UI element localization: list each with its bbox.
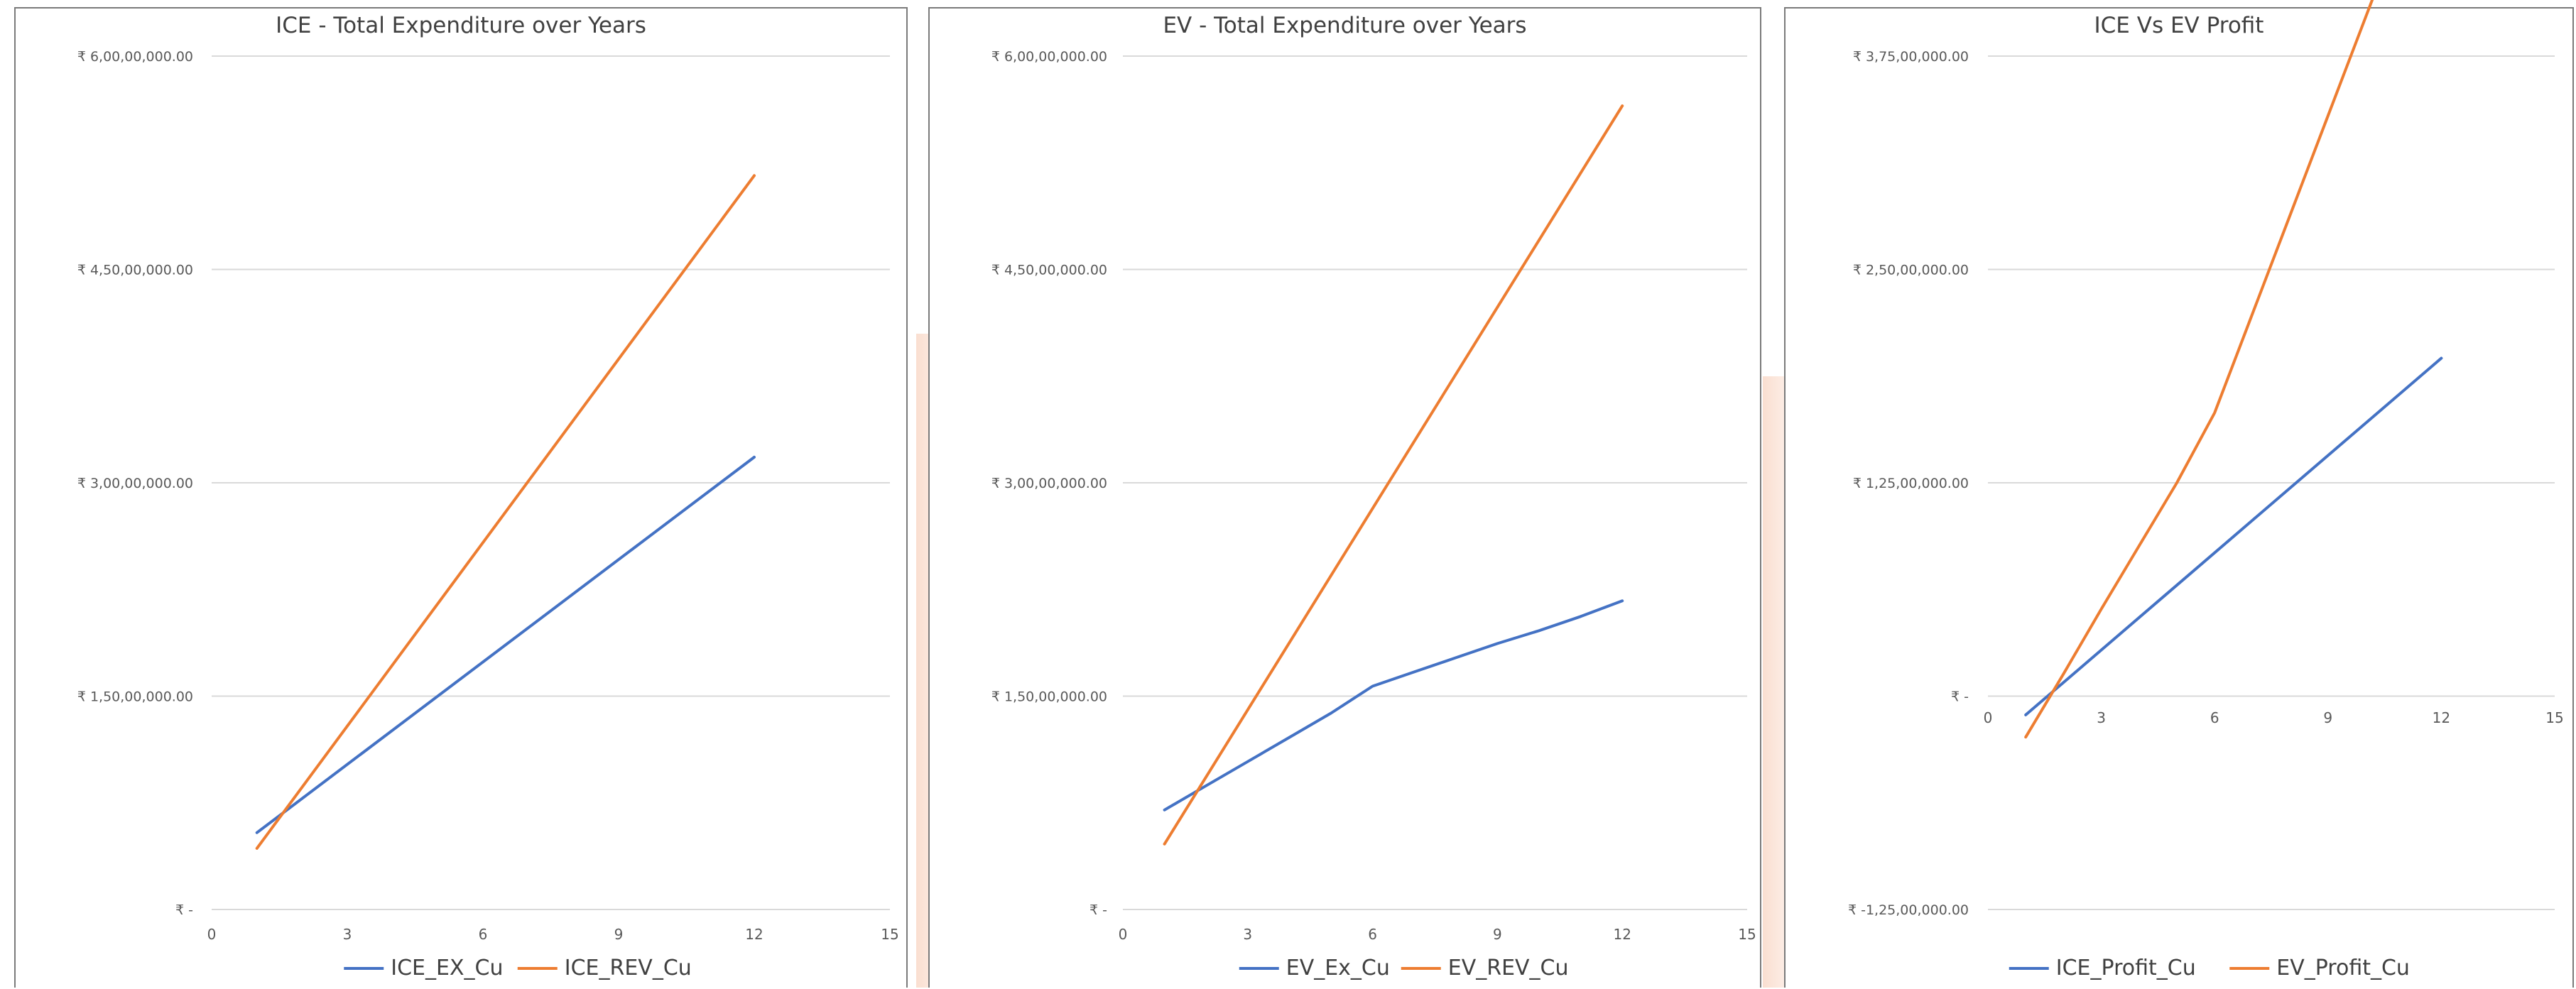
x-tick-label: 12 [1613,926,1631,943]
series-line-ev-rev-cu [1163,104,1624,846]
chart-title: ICE Vs EV Profit [2094,13,2264,38]
y-tick-label: ₹ 6,00,00,000.00 [77,49,193,65]
chart-plot-area: ₹ -1,25,00,000.00 ₹ - ₹ 1,25,00,000.00 ₹ 2,… [1848,0,2564,980]
x-tick-label: 9 [614,926,624,943]
legend: ICE_Profit_Cu EV_Profit_Cu [2009,956,2410,980]
y-tick-label: ₹ - [1089,902,1107,918]
x-tick-label: 0 [1119,926,1128,943]
series-line-ev-ex-cu [1163,599,1624,812]
legend-label: EV_Ex_Cu [1286,956,1390,980]
x-tick-label: 3 [2097,709,2106,726]
chart-title: EV - Total Expenditure over Years [1163,13,1527,38]
legend-label: ICE_Profit_Cu [2056,956,2196,980]
y-tick-label: ₹ 1,25,00,000.00 [1853,476,1969,491]
y-tick-label: ₹ 1,50,00,000.00 [991,689,1107,705]
legend: EV_Ex_Cu EV_REV_Cu [1239,956,1569,980]
legend: ICE_EX_Cu ICE_REV_Cu [344,956,692,980]
series-line-ev-profit-cu [2024,0,2374,739]
series-line-ice-profit-cu [2024,356,2443,716]
y-tick-label: ₹ 4,50,00,000.00 [991,263,1107,278]
x-tick-label: 3 [343,926,352,943]
x-tick-label: 0 [1984,709,1993,726]
chart-panel-ice-expenditure: ICE - Total Expenditure over Years ₹ - ₹ … [14,7,908,988]
x-tick-label: 15 [2545,709,2563,726]
chart-title: ICE - Total Expenditure over Years [276,13,646,38]
x-tick-label: 9 [2323,709,2332,726]
x-tick-label: 12 [2433,709,2450,726]
series-line-ice-rev-cu [255,174,756,850]
x-tick-label: 3 [1243,926,1252,943]
y-tick-label: ₹ 3,00,00,000.00 [77,476,193,491]
series-line-ice-ex-cu [255,455,756,834]
y-tick-label: ₹ 4,50,00,000.00 [77,263,193,278]
y-tick-label: ₹ 3,75,00,000.00 [1853,49,1969,65]
legend-label: ICE_EX_Cu [391,956,503,980]
y-tick-label: ₹ 2,50,00,000.00 [1853,263,1969,278]
y-tick-label: ₹ 1,50,00,000.00 [77,689,193,705]
y-tick-label: ₹ -1,25,00,000.00 [1848,902,1969,918]
y-tick-label: ₹ 3,00,00,000.00 [991,476,1107,491]
y-tick-label: ₹ 6,00,00,000.00 [991,49,1107,65]
legend-label: EV_Profit_Cu [2276,956,2410,980]
y-tick-label: ₹ - [175,902,193,918]
x-tick-label: 9 [1493,926,1502,943]
chart-panel-profit: ICE Vs EV Profit ₹ -1,25,00,000.00 ₹ - ₹ 1… [1784,0,2574,988]
chart-plot-area: ₹ - ₹ 1,50,00,000.00 ₹ 3,00,00,000.00 ₹ 4,5… [991,49,1756,980]
legend-label: ICE_REV_Cu [565,956,692,980]
x-tick-label: 15 [881,926,898,943]
legend-label: EV_REV_Cu [1448,956,1569,980]
x-tick-label: 0 [207,926,217,943]
x-tick-label: 6 [479,926,488,943]
chart-panel-ev-expenditure: EV - Total Expenditure over Years ₹ - ₹ 1… [928,7,1761,988]
y-tick-label: ₹ - [1951,689,1969,705]
x-tick-label: 6 [1368,926,1377,943]
x-tick-label: 6 [2210,709,2219,726]
chart-plot-area: ₹ - ₹ 1,50,00,000.00 ₹ 3,00,00,000.00 ₹ 4,5… [77,49,899,980]
x-tick-label: 12 [745,926,763,943]
x-tick-label: 15 [1738,926,1756,943]
